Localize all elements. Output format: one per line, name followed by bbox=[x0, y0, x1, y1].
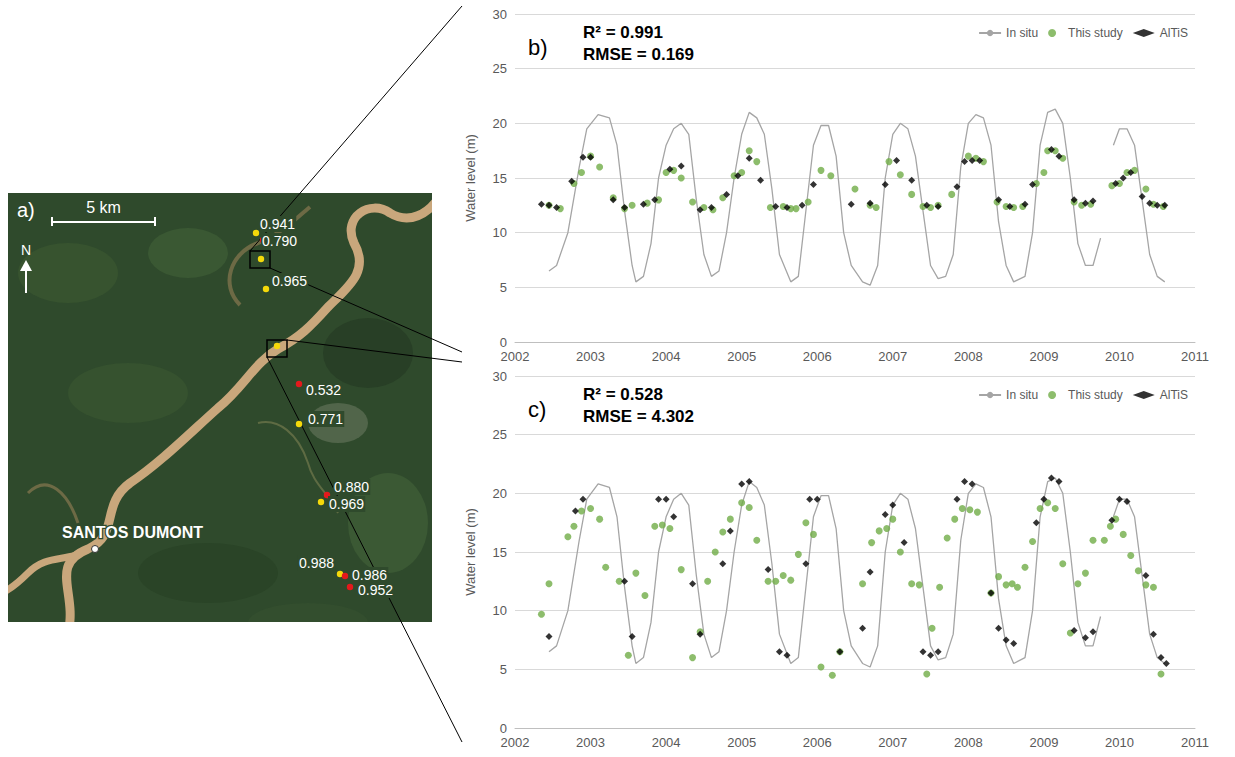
svg-text:2009: 2009 bbox=[1029, 735, 1058, 750]
svg-text:30: 30 bbox=[493, 7, 507, 22]
svg-text:10: 10 bbox=[493, 603, 507, 618]
svg-text:2004: 2004 bbox=[652, 735, 681, 750]
svg-text:RMSE = 4.302: RMSE = 4.302 bbox=[583, 407, 694, 426]
svg-text:2003: 2003 bbox=[576, 349, 605, 364]
svg-text:5: 5 bbox=[500, 280, 507, 295]
svg-text:2005: 2005 bbox=[727, 349, 756, 364]
svg-text:This study: This study bbox=[1068, 26, 1123, 40]
svg-text:2008: 2008 bbox=[954, 349, 983, 364]
svg-text:In situ: In situ bbox=[1006, 388, 1038, 402]
svg-text:2011: 2011 bbox=[1181, 349, 1209, 364]
svg-text:2010: 2010 bbox=[1105, 735, 1134, 750]
svg-text:0.965: 0.965 bbox=[272, 273, 307, 289]
svg-text:15: 15 bbox=[493, 545, 507, 560]
svg-text:a): a) bbox=[17, 199, 35, 221]
svg-text:5 km: 5 km bbox=[86, 199, 121, 216]
svg-text:AlTiS: AlTiS bbox=[1160, 26, 1188, 40]
svg-text:In situ: In situ bbox=[1006, 26, 1038, 40]
svg-text:2007: 2007 bbox=[878, 349, 907, 364]
svg-text:2002: 2002 bbox=[501, 349, 530, 364]
svg-text:0: 0 bbox=[500, 335, 507, 350]
svg-text:2003: 2003 bbox=[576, 735, 605, 750]
svg-text:0.532: 0.532 bbox=[306, 382, 341, 398]
svg-text:2007: 2007 bbox=[878, 735, 907, 750]
svg-text:0.941: 0.941 bbox=[260, 216, 295, 232]
svg-text:2006: 2006 bbox=[803, 349, 832, 364]
svg-text:This study: This study bbox=[1068, 388, 1123, 402]
svg-text:c): c) bbox=[528, 397, 546, 422]
svg-text:0.986: 0.986 bbox=[352, 567, 387, 583]
svg-text:0: 0 bbox=[500, 721, 507, 736]
svg-text:0.969: 0.969 bbox=[329, 496, 364, 512]
svg-text:2010: 2010 bbox=[1105, 349, 1134, 364]
svg-text:N: N bbox=[21, 242, 31, 258]
svg-text:SANTOS DUMONT: SANTOS DUMONT bbox=[62, 524, 203, 541]
svg-text:30: 30 bbox=[493, 369, 507, 384]
svg-text:20: 20 bbox=[493, 486, 507, 501]
svg-text:2005: 2005 bbox=[727, 735, 756, 750]
svg-text:AlTiS: AlTiS bbox=[1160, 388, 1188, 402]
svg-text:2011: 2011 bbox=[1181, 735, 1209, 750]
svg-text:25: 25 bbox=[493, 61, 507, 76]
svg-text:2009: 2009 bbox=[1029, 349, 1058, 364]
svg-text:2004: 2004 bbox=[652, 349, 681, 364]
svg-text:0.771: 0.771 bbox=[308, 411, 343, 427]
svg-text:20: 20 bbox=[493, 116, 507, 131]
svg-text:0.952: 0.952 bbox=[358, 582, 393, 598]
svg-text:0.988: 0.988 bbox=[299, 555, 334, 571]
svg-text:2002: 2002 bbox=[501, 735, 530, 750]
svg-text:0.790: 0.790 bbox=[262, 233, 297, 249]
svg-text:b): b) bbox=[528, 35, 548, 60]
svg-text:R² = 0.528: R² = 0.528 bbox=[583, 385, 663, 404]
svg-text:R² = 0.991: R² = 0.991 bbox=[583, 23, 663, 42]
svg-text:2008: 2008 bbox=[954, 735, 983, 750]
svg-text:15: 15 bbox=[493, 171, 507, 186]
svg-text:Water level (m): Water level (m) bbox=[463, 134, 478, 222]
svg-text:0.880: 0.880 bbox=[334, 479, 369, 495]
svg-text:2006: 2006 bbox=[803, 735, 832, 750]
svg-text:25: 25 bbox=[493, 427, 507, 442]
svg-text:RMSE = 0.169: RMSE = 0.169 bbox=[583, 45, 694, 64]
svg-text:10: 10 bbox=[493, 225, 507, 240]
svg-text:5: 5 bbox=[500, 662, 507, 677]
svg-text:Water level (m): Water level (m) bbox=[463, 508, 478, 596]
